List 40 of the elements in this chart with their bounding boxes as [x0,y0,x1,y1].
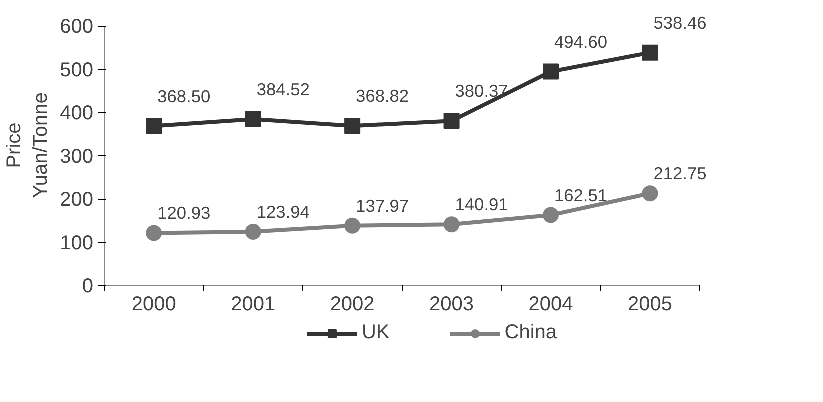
point [146,225,162,242]
point [642,44,658,61]
y-tick-label: 200 [60,189,94,212]
x-tick-label: 2004 [528,294,574,316]
y-tick-label: 0 [82,276,94,298]
y-axis-title: Price Yuan/Tonne [4,92,52,198]
point [444,216,460,233]
data-label: 384.52 [256,79,310,100]
point [245,111,262,128]
x-tick-label: 2002 [330,294,375,316]
point [444,113,460,130]
legend-label: UK [362,322,390,344]
point [543,207,560,224]
y-tick-label: 300 [60,146,94,168]
point [344,218,361,234]
legend-label: China [504,322,558,344]
data-label: 538.46 [654,12,707,33]
y-tick-label: 600 [60,16,94,38]
data-label: 140.91 [455,194,508,215]
x-tick-label: 2005 [628,294,672,316]
data-label: 123.94 [256,202,310,222]
y-tick-label: 100 [60,232,94,254]
point [543,64,560,80]
point [146,118,162,134]
y-tick-label: 400 [60,102,94,125]
point [245,224,262,240]
y-tick-label: 500 [60,59,94,82]
data-label: 368.82 [356,86,410,106]
x-tick-label: 2000 [132,294,176,316]
data-label: 137.97 [356,196,410,216]
data-label: 368.50 [158,86,211,106]
x-tick-label: 2003 [430,294,474,316]
point [642,186,658,202]
point [344,118,361,134]
data-label: 494.60 [554,32,608,52]
data-label: 120.93 [158,203,211,224]
data-label: 212.75 [654,164,707,184]
data-label: 162.51 [554,185,608,206]
x-tick-label: 2001 [231,294,276,316]
data-label: 380.37 [455,81,508,102]
